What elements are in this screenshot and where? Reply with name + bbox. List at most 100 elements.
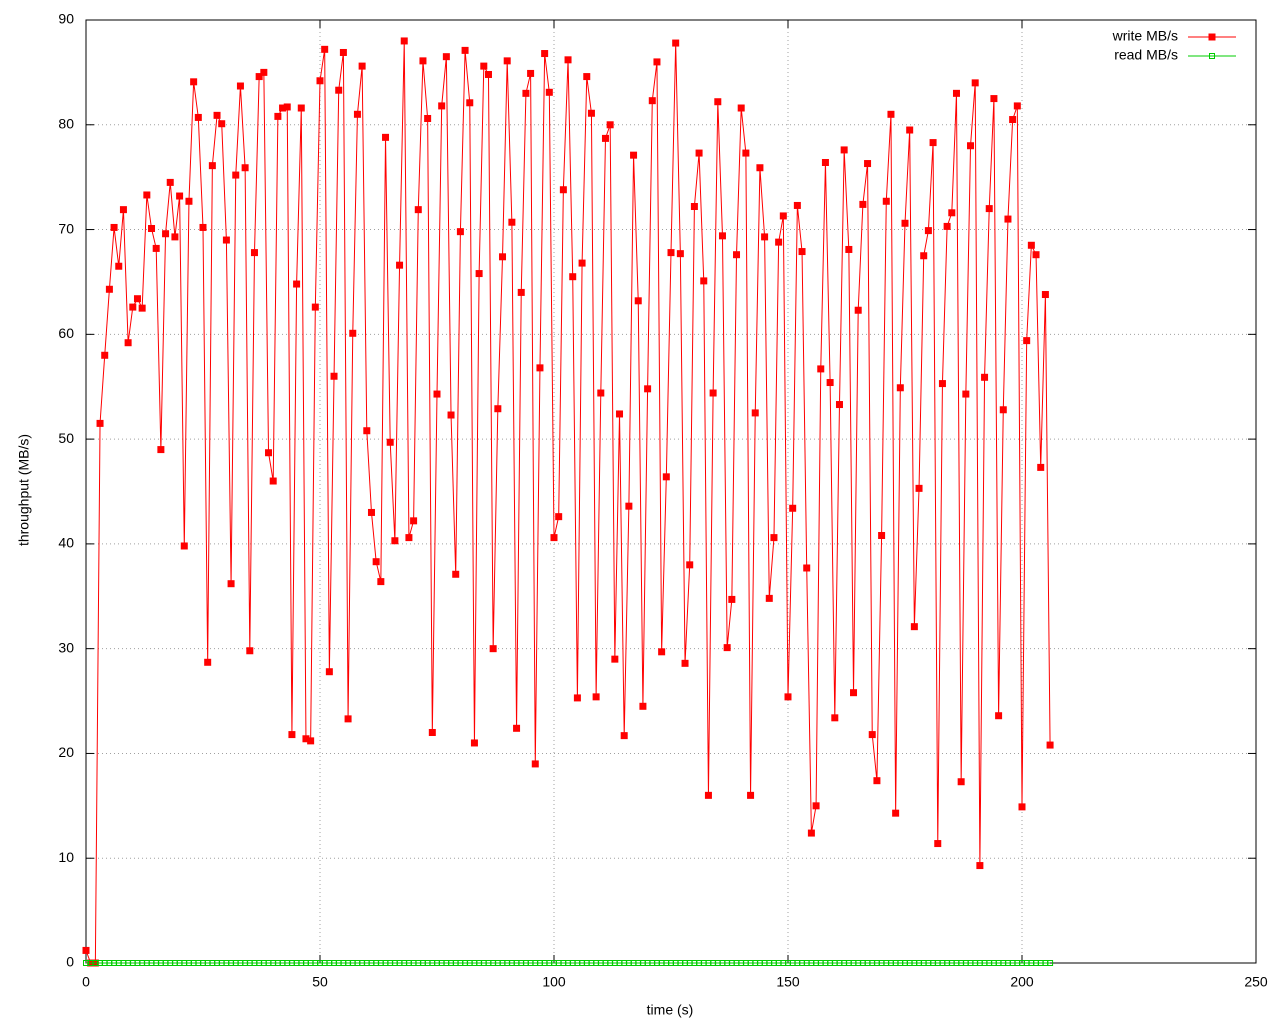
data-point xyxy=(297,104,305,112)
data-point xyxy=(391,537,399,545)
data-point xyxy=(475,270,483,278)
data-point xyxy=(456,228,464,236)
data-point xyxy=(522,89,530,97)
x-tick-label: 50 xyxy=(312,974,328,990)
legend-label: read MB/s xyxy=(1114,47,1178,63)
data-point xyxy=(943,222,951,230)
y-tick-label: 30 xyxy=(58,639,74,655)
data-point xyxy=(1041,291,1049,299)
data-point xyxy=(789,504,797,512)
data-point xyxy=(793,201,801,209)
data-point xyxy=(611,655,619,663)
data-point xyxy=(569,273,577,281)
data-point xyxy=(405,534,413,542)
y-tick-label: 50 xyxy=(58,430,74,446)
data-point xyxy=(105,285,113,293)
data-point xyxy=(311,303,319,311)
data-point xyxy=(508,218,516,226)
y-tick-label: 0 xyxy=(66,954,74,970)
data-point xyxy=(878,532,886,540)
data-point xyxy=(269,477,277,485)
data-point xyxy=(770,534,778,542)
data-point xyxy=(433,390,441,398)
data-point xyxy=(461,46,469,54)
data-point xyxy=(503,57,511,65)
data-point xyxy=(718,232,726,240)
data-point xyxy=(470,739,478,747)
data-point xyxy=(250,249,258,257)
data-point xyxy=(232,171,240,179)
data-point xyxy=(587,109,595,117)
legend-label: write MB/s xyxy=(1112,28,1178,44)
data-point xyxy=(438,102,446,110)
data-point xyxy=(1004,215,1012,223)
data-point xyxy=(316,77,324,85)
data-point xyxy=(798,248,806,256)
data-point xyxy=(714,98,722,106)
data-point xyxy=(213,111,221,119)
y-tick-label: 20 xyxy=(58,744,74,760)
data-point xyxy=(929,139,937,147)
data-point xyxy=(733,251,741,259)
data-point xyxy=(447,411,455,419)
data-point xyxy=(119,206,127,214)
data-point xyxy=(761,233,769,241)
data-point xyxy=(115,262,123,270)
data-point xyxy=(152,244,160,252)
data-point xyxy=(499,253,507,261)
data-point xyxy=(934,840,942,848)
data-point xyxy=(293,280,301,288)
data-point xyxy=(190,78,198,86)
data-point xyxy=(377,578,385,586)
data-point xyxy=(592,693,600,701)
data-point xyxy=(756,164,764,172)
data-point xyxy=(924,227,932,235)
data-point xyxy=(864,160,872,168)
data-point xyxy=(1032,251,1040,259)
data-point xyxy=(695,149,703,157)
data-point xyxy=(386,438,394,446)
data-point xyxy=(976,862,984,870)
data-point xyxy=(559,186,567,194)
data-point xyxy=(1013,102,1021,110)
y-tick-label: 10 xyxy=(58,849,74,865)
data-point xyxy=(835,401,843,409)
data-point xyxy=(601,134,609,142)
data-point xyxy=(915,484,923,492)
data-point xyxy=(887,110,895,118)
data-point xyxy=(419,57,427,65)
series-line xyxy=(85,40,1051,964)
data-point xyxy=(110,223,118,231)
data-point xyxy=(171,233,179,241)
x-tick-label: 0 xyxy=(82,974,90,990)
data-point xyxy=(236,82,244,90)
data-point xyxy=(550,534,558,542)
data-point xyxy=(938,380,946,388)
data-point xyxy=(709,389,717,397)
data-point xyxy=(1027,241,1035,249)
data-point xyxy=(227,580,235,588)
data-point xyxy=(873,777,881,785)
data-point xyxy=(981,373,989,381)
data-point xyxy=(606,121,614,129)
data-point xyxy=(728,595,736,603)
data-point xyxy=(812,802,820,810)
data-point xyxy=(831,714,839,722)
data-point xyxy=(967,142,975,150)
data-point xyxy=(700,277,708,285)
data-point xyxy=(166,178,174,186)
data-point xyxy=(288,731,296,739)
data-point xyxy=(803,564,811,572)
data-point xyxy=(241,164,249,172)
data-point xyxy=(527,69,535,77)
data-point xyxy=(882,197,890,205)
data-point xyxy=(260,68,268,76)
data-point xyxy=(1037,463,1045,471)
data-point xyxy=(541,50,549,58)
data-point xyxy=(484,70,492,78)
data-point xyxy=(681,659,689,667)
data-point xyxy=(321,45,329,53)
data-point xyxy=(1009,116,1017,124)
